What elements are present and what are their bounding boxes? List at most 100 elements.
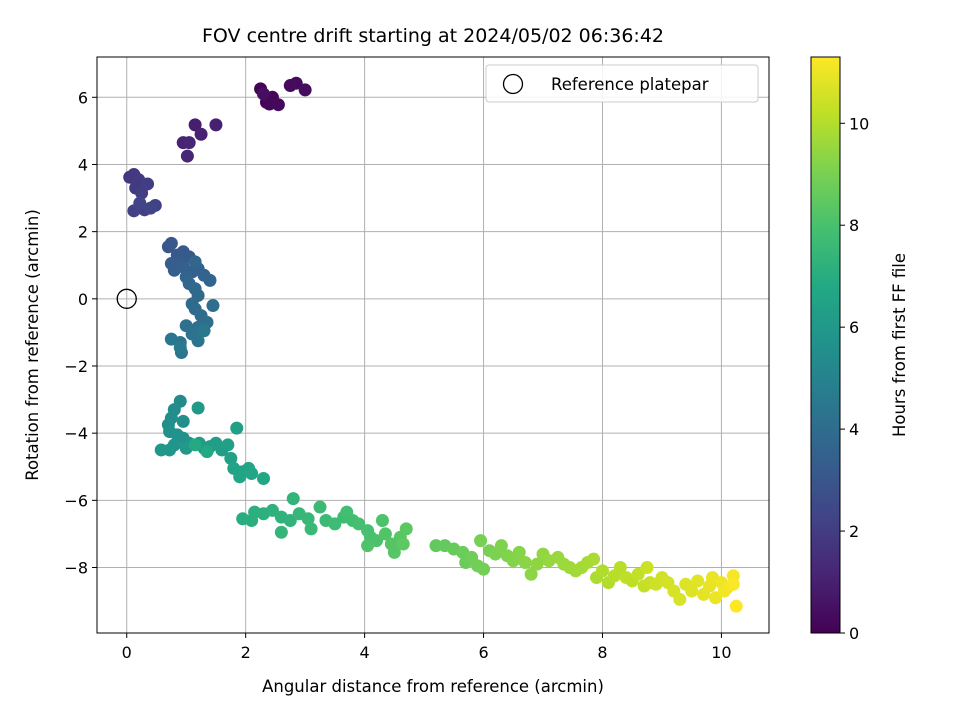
scatter-point	[352, 517, 366, 531]
x-tick-label: 6	[478, 643, 488, 662]
scatter-point	[313, 500, 327, 514]
scatter-point	[399, 522, 413, 536]
scatter-point	[613, 561, 627, 575]
x-axis-ticks: 0 2 4 6 8 10	[122, 633, 732, 662]
colorbar-tick-label: 0	[849, 624, 859, 643]
scatter-point	[673, 592, 687, 606]
legend: Reference platepar	[485, 64, 759, 103]
y-tick-label: 4	[78, 155, 88, 174]
scatter-point	[494, 539, 508, 553]
scatter-point	[530, 557, 544, 571]
scatter-point	[477, 562, 491, 576]
scatter-point	[340, 505, 354, 519]
scatter-point	[283, 513, 297, 527]
scatter-point	[691, 574, 705, 588]
y-axis-ticks: −8 −6 −4 −2 0 2 4 6	[64, 88, 97, 578]
scatter-point	[726, 577, 740, 591]
scatter-point	[182, 136, 196, 150]
y-tick-label: −4	[64, 424, 88, 443]
scatter-point	[289, 76, 303, 90]
scatter-point	[274, 525, 288, 539]
scatter-point	[221, 438, 235, 452]
colorbar-tick-label: 10	[849, 114, 869, 133]
colorbar-gradient	[811, 57, 840, 633]
scatter-point	[375, 513, 389, 527]
scatter-point	[328, 517, 342, 531]
scatter-point	[387, 545, 401, 559]
legend-box	[485, 64, 759, 103]
plot-frame	[96, 56, 770, 634]
scatter-point	[729, 599, 743, 613]
scatter-point	[200, 445, 214, 459]
scatter-point	[257, 472, 271, 486]
scatter-point	[396, 537, 410, 551]
scatter-point	[474, 534, 488, 548]
colorbar-tick-label: 8	[849, 216, 859, 235]
scatter-point	[188, 438, 202, 452]
scatter-point	[429, 539, 443, 553]
scatter-point	[188, 255, 202, 269]
scatter-point	[154, 443, 168, 457]
scatter-point	[191, 334, 205, 348]
scatter-point	[203, 273, 217, 287]
scatter-point	[245, 466, 259, 480]
y-tick-label: 0	[78, 290, 88, 309]
scatter-point	[180, 149, 194, 163]
scatter-point	[191, 401, 205, 415]
scatter-point	[301, 512, 315, 526]
scatter-point	[164, 236, 178, 250]
x-tick-label: 0	[122, 643, 132, 662]
scatter-point	[233, 470, 247, 484]
scatter-point	[173, 341, 187, 355]
x-tick-label: 4	[360, 643, 370, 662]
y-tick-label: −8	[64, 559, 88, 578]
scatter-point	[194, 127, 208, 141]
scatter-point	[144, 201, 158, 215]
scatter-point	[640, 561, 654, 575]
scatter-point	[685, 584, 699, 598]
y-tick-label: 6	[78, 88, 88, 107]
scatter-point	[176, 414, 190, 428]
colorbar-frame	[810, 56, 841, 634]
scatter-point	[141, 177, 155, 191]
y-tick-label: −6	[64, 491, 88, 510]
colorbar-label: Hours from first FF file	[890, 253, 909, 437]
chart-title: FOV centre drift starting at 2024/05/02 …	[202, 25, 664, 47]
scatter-point	[206, 299, 220, 313]
y-tick-label: −2	[64, 357, 88, 376]
colorbar-tick-label: 6	[849, 318, 859, 337]
scatter-point	[708, 591, 722, 605]
y-axis-label: Rotation from reference (arcmin)	[23, 209, 42, 481]
x-tick-label: 10	[711, 643, 731, 662]
colorbar: 0 2 4 6 8 10 Hours from first FF file	[810, 56, 909, 643]
legend-marker-icon	[502, 73, 524, 95]
scatter-point	[271, 98, 285, 112]
scatter-point	[595, 564, 609, 578]
scatter-point	[224, 451, 238, 465]
x-tick-label: 2	[241, 643, 251, 662]
scatter-point	[257, 87, 271, 101]
scatter-point	[188, 118, 202, 132]
scatter-point	[631, 567, 645, 581]
scatter-point	[265, 503, 279, 517]
scatter-point	[512, 545, 526, 559]
colorbar-ticks: 0 2 4 6 8 10	[840, 114, 869, 643]
scatter-point	[286, 492, 300, 506]
scatter-point	[133, 196, 147, 210]
scatter-point	[230, 421, 244, 435]
y-tick-label: 2	[78, 223, 88, 242]
reference-platepar-marker	[116, 288, 137, 309]
scatter-point	[518, 555, 532, 569]
scatter-point	[164, 332, 178, 346]
scatter-point	[209, 118, 223, 132]
scatter-point	[378, 527, 392, 541]
scatter-point	[304, 522, 318, 536]
legend-label: Reference platepar	[551, 75, 709, 94]
scatter-point	[298, 83, 312, 97]
scatter-point	[587, 552, 601, 566]
x-axis-label: Angular distance from reference (arcmin)	[262, 677, 604, 696]
colorbar-tick-label: 4	[849, 420, 859, 439]
scatter-point	[197, 324, 211, 338]
scatter-points	[123, 76, 743, 613]
